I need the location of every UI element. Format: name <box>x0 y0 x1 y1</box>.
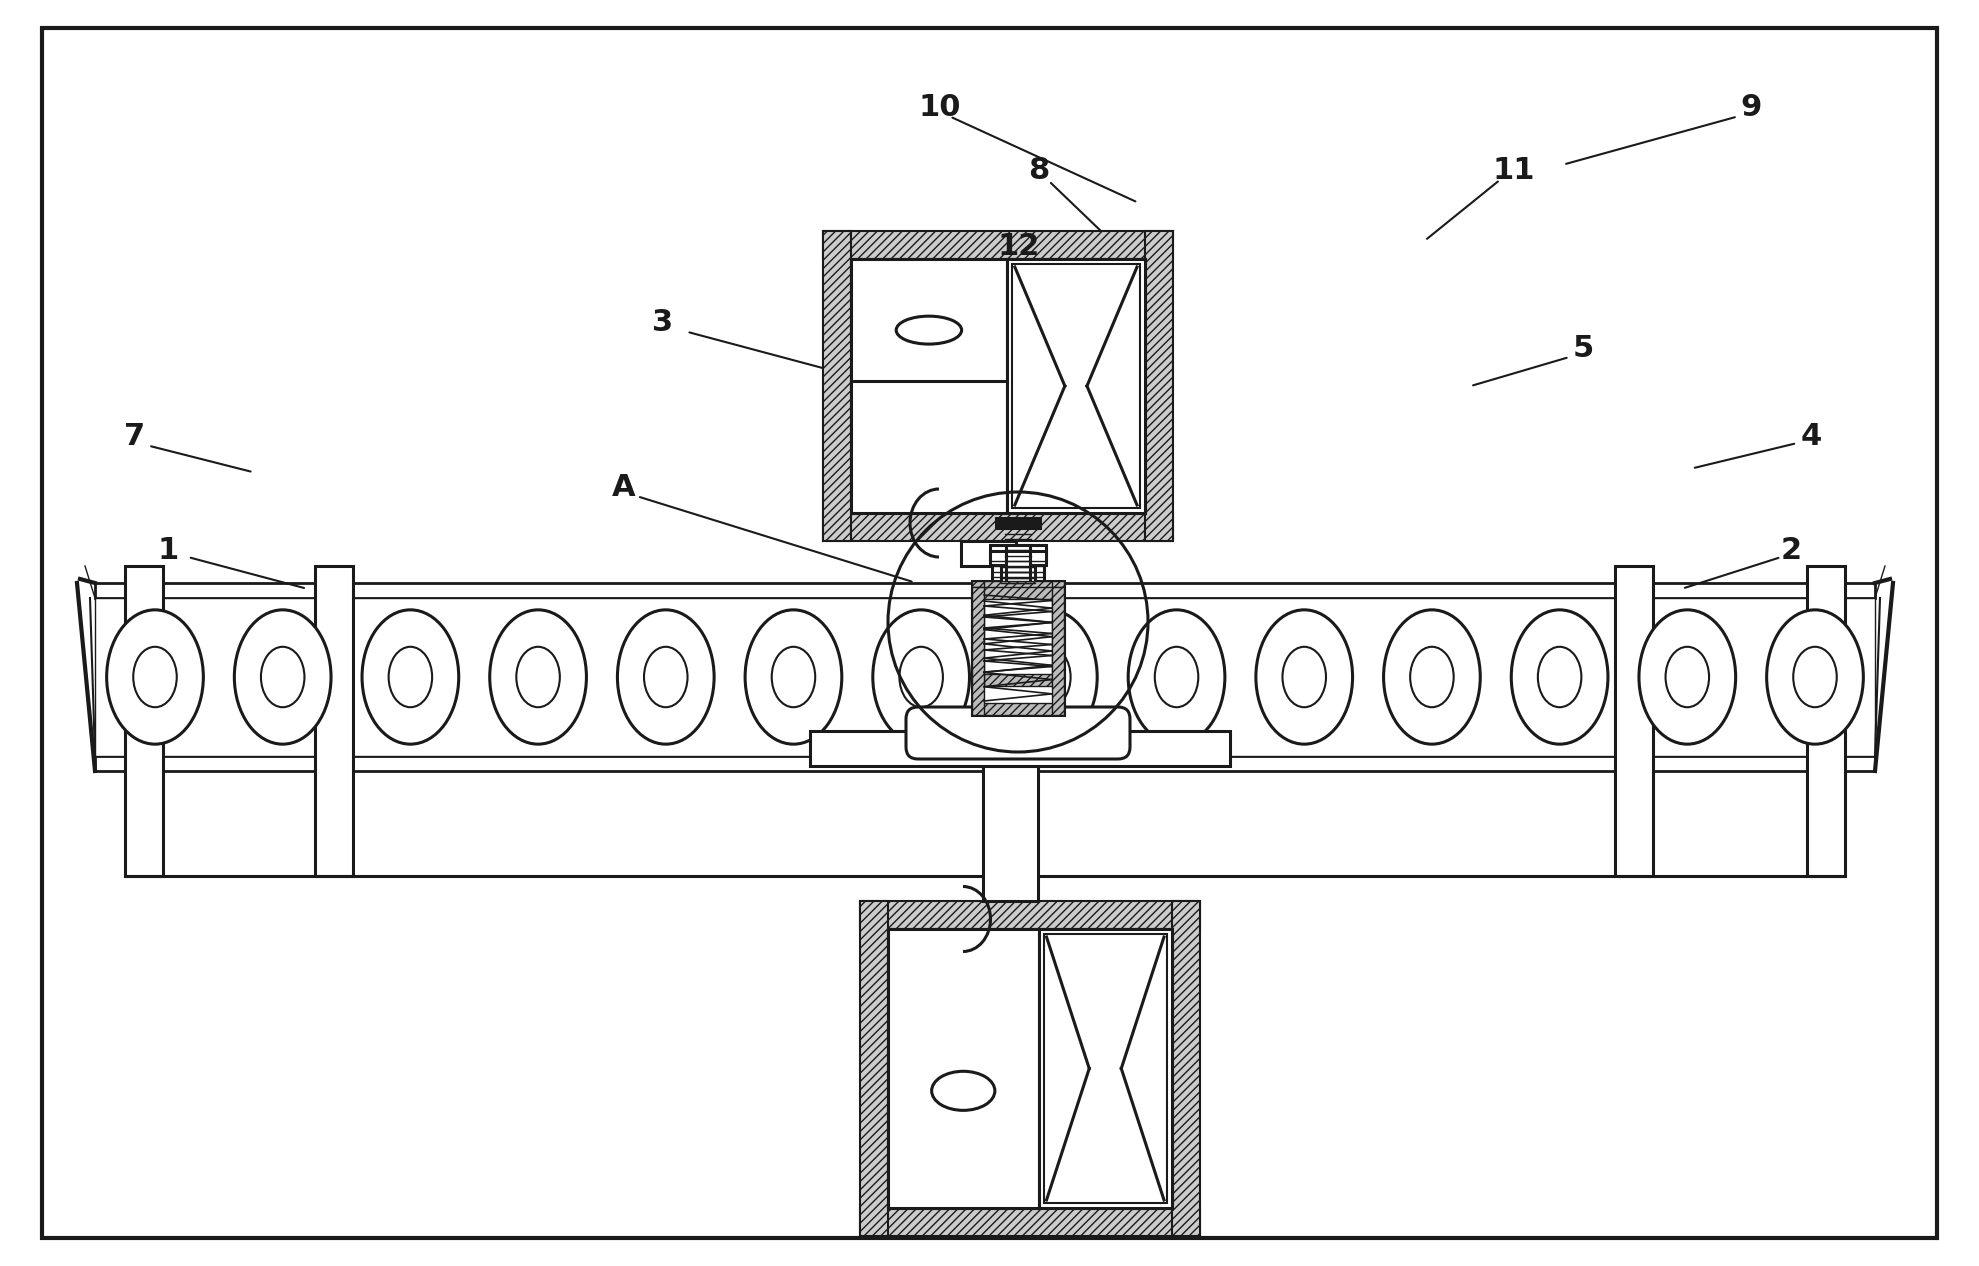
Bar <box>1043 934 1168 1203</box>
Bar <box>991 560 1045 581</box>
Ellipse shape <box>107 610 204 744</box>
Bar <box>972 703 1065 715</box>
Bar <box>823 230 1174 260</box>
Text: 7: 7 <box>125 423 144 451</box>
Bar <box>1011 265 1140 508</box>
Bar <box>315 566 352 876</box>
Ellipse shape <box>517 647 560 708</box>
Bar <box>978 686 1043 730</box>
Bar <box>809 730 1231 766</box>
Bar <box>1001 565 1035 587</box>
Bar <box>995 518 1041 528</box>
Ellipse shape <box>898 647 942 708</box>
Bar <box>861 901 1199 929</box>
Bar <box>1807 566 1844 876</box>
Ellipse shape <box>261 647 305 708</box>
Ellipse shape <box>1128 610 1225 744</box>
Bar <box>95 584 1874 598</box>
Bar <box>95 756 1874 771</box>
Bar <box>918 719 1118 747</box>
Ellipse shape <box>1411 647 1455 708</box>
Ellipse shape <box>1027 647 1071 708</box>
Ellipse shape <box>1383 610 1480 744</box>
Bar <box>972 674 1065 686</box>
Bar <box>1005 544 1029 587</box>
Ellipse shape <box>1257 610 1352 744</box>
Bar <box>972 587 984 715</box>
Bar <box>889 929 1039 1208</box>
Bar <box>125 566 162 876</box>
Bar <box>851 260 1007 513</box>
Text: 2: 2 <box>1781 537 1801 565</box>
Bar <box>972 581 984 686</box>
Text: 1: 1 <box>158 537 178 565</box>
Ellipse shape <box>388 647 431 708</box>
Ellipse shape <box>1282 647 1326 708</box>
Bar <box>1005 551 1029 584</box>
Bar <box>962 541 1015 566</box>
Bar <box>972 581 1065 686</box>
Bar <box>984 756 1039 901</box>
Bar <box>861 901 889 1236</box>
Ellipse shape <box>133 647 176 708</box>
Text: 3: 3 <box>653 309 673 337</box>
Bar <box>1039 929 1172 1208</box>
Ellipse shape <box>1793 647 1837 708</box>
Bar <box>990 551 1047 565</box>
Text: 9: 9 <box>1742 94 1761 122</box>
Bar <box>1615 566 1652 876</box>
Ellipse shape <box>1512 610 1609 744</box>
Bar <box>95 598 1874 756</box>
Ellipse shape <box>746 610 841 744</box>
Bar <box>972 587 1065 599</box>
Ellipse shape <box>932 1071 995 1110</box>
Text: 4: 4 <box>1801 423 1821 451</box>
Bar <box>823 513 1174 541</box>
Ellipse shape <box>1666 647 1710 708</box>
Text: 5: 5 <box>1573 334 1593 362</box>
Text: 8: 8 <box>1029 157 1049 185</box>
Bar <box>1007 260 1146 513</box>
Bar <box>972 581 1065 592</box>
Bar <box>889 929 1172 1208</box>
Bar <box>990 544 1047 560</box>
Ellipse shape <box>489 610 586 744</box>
Text: 10: 10 <box>918 94 962 122</box>
Bar <box>1053 581 1065 686</box>
Ellipse shape <box>873 610 970 744</box>
Text: A: A <box>612 473 635 501</box>
Bar <box>823 230 851 541</box>
Bar <box>1172 901 1199 1236</box>
Ellipse shape <box>772 647 815 708</box>
Ellipse shape <box>1538 647 1581 708</box>
Bar <box>1146 230 1174 541</box>
Bar <box>851 260 1146 513</box>
Text: 12: 12 <box>997 233 1041 261</box>
Ellipse shape <box>1156 647 1199 708</box>
Ellipse shape <box>617 610 714 744</box>
Bar <box>861 1208 1199 1236</box>
Ellipse shape <box>234 610 330 744</box>
Ellipse shape <box>1767 610 1864 744</box>
FancyBboxPatch shape <box>906 706 1130 760</box>
Ellipse shape <box>896 316 962 344</box>
Ellipse shape <box>1001 610 1096 744</box>
Ellipse shape <box>362 610 459 744</box>
Text: 11: 11 <box>1492 157 1536 185</box>
Bar <box>972 587 1065 715</box>
Ellipse shape <box>643 647 687 708</box>
Ellipse shape <box>1639 610 1736 744</box>
Bar <box>1053 587 1065 715</box>
